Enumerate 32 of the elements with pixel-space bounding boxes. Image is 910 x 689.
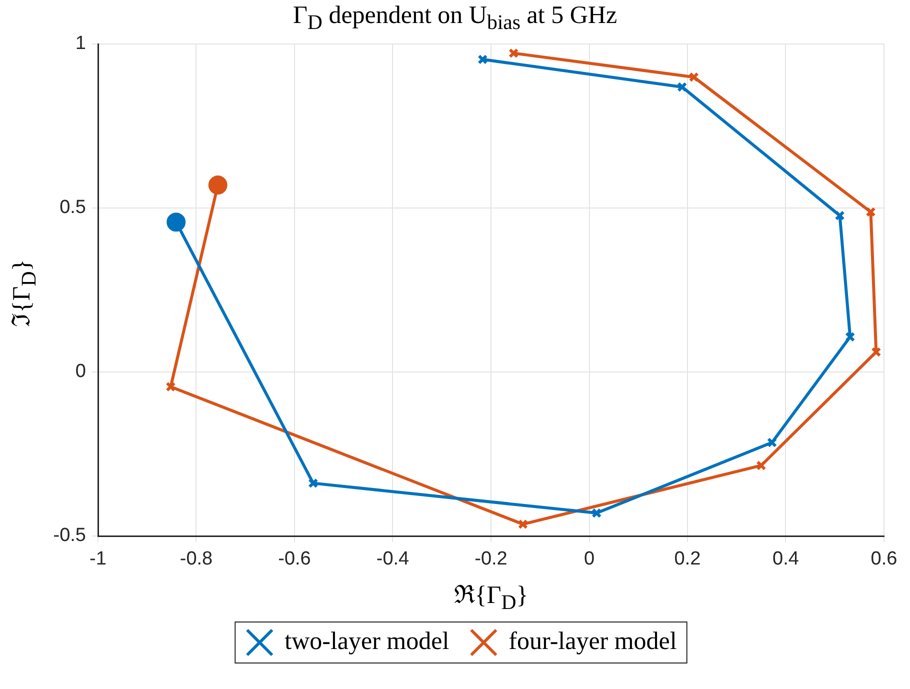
chart-title: Γ$_{D}$ dependent on U$_{bias}$ at 5 GHz — [292, 2, 618, 35]
x-tick-label: 0.4 — [772, 548, 800, 570]
point — [688, 72, 699, 82]
x-tick-label: -0.6 — [278, 548, 311, 570]
point — [756, 460, 766, 471]
x-tick-label: 0 — [584, 548, 595, 570]
point — [871, 346, 882, 358]
x-tick-label: 0.2 — [674, 548, 701, 570]
point — [166, 212, 186, 232]
point — [308, 478, 318, 488]
x-tick-label: -1 — [90, 548, 106, 570]
y-tick-label: 0.5 — [60, 197, 86, 218]
point — [866, 206, 876, 217]
point — [677, 82, 688, 92]
x-tick-label: -0.8 — [180, 548, 213, 570]
point — [518, 519, 528, 530]
point — [834, 210, 845, 221]
point — [208, 176, 228, 195]
y-tick-label: 1 — [75, 33, 86, 54]
x-axis-title: ℜ{Γ$_{D}$} — [452, 581, 530, 615]
legend-label: four-layer model — [508, 628, 677, 656]
point — [508, 48, 519, 58]
point — [592, 508, 602, 518]
point — [766, 437, 778, 448]
legend-label: two-layer model — [284, 628, 450, 656]
x-tick-label: 0.6 — [870, 548, 898, 570]
x-tick-label: -0.4 — [376, 548, 410, 570]
y-tick-label: 0 — [75, 361, 86, 382]
point — [845, 332, 856, 342]
x-tick-label: -0.2 — [474, 548, 508, 570]
y-tick-label: -0.5 — [53, 525, 86, 546]
point — [166, 382, 176, 392]
